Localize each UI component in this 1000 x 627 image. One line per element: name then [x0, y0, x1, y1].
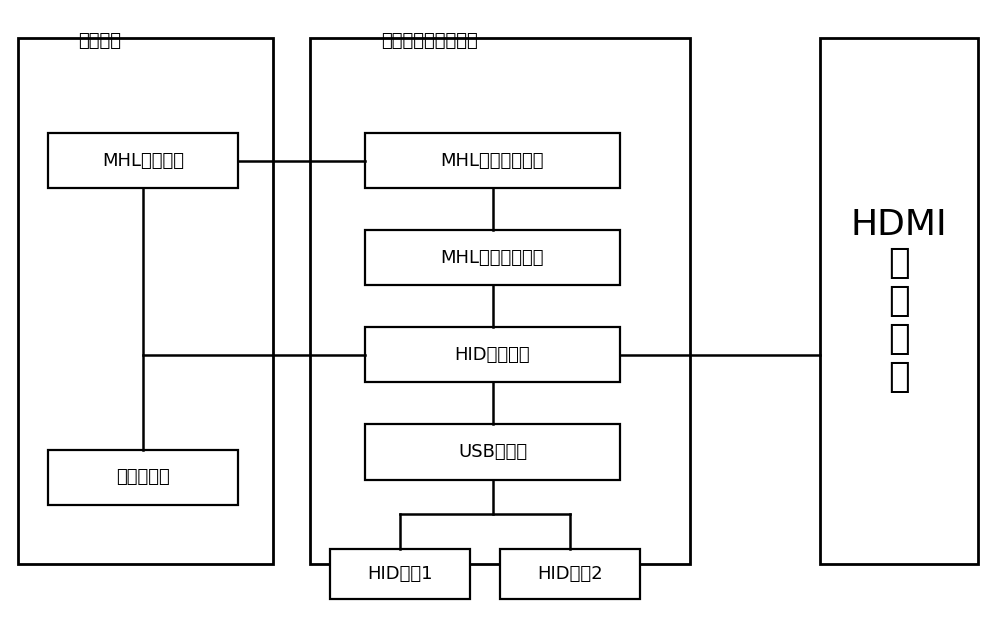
Text: HID设备2: HID设备2	[537, 565, 603, 582]
Text: HID设备1: HID设备1	[367, 565, 433, 582]
Text: MHL控制微处理器: MHL控制微处理器	[441, 249, 544, 266]
Text: 应用处理器: 应用处理器	[116, 468, 170, 486]
Bar	[365, 133, 620, 188]
Bar	[18, 38, 273, 564]
Bar	[330, 549, 470, 599]
Bar	[48, 133, 238, 188]
Text: MHL接口芯片: MHL接口芯片	[102, 152, 184, 169]
Text: HID微处理器: HID微处理器	[455, 346, 530, 364]
Bar	[820, 38, 978, 564]
Bar	[365, 424, 620, 480]
Text: 移动终端: 移动终端	[78, 32, 122, 50]
Text: HDMI
显
示
设
备: HDMI 显 示 设 备	[851, 208, 947, 394]
Bar	[365, 327, 620, 382]
Bar	[365, 230, 620, 285]
Text: USB集线器: USB集线器	[458, 443, 527, 461]
Text: MHL桥接接口芯片: MHL桥接接口芯片	[441, 152, 544, 169]
Bar	[310, 38, 690, 564]
Bar	[500, 549, 640, 599]
Bar	[48, 450, 238, 505]
Text: 高清影音接口适配器: 高清影音接口适配器	[382, 32, 478, 50]
